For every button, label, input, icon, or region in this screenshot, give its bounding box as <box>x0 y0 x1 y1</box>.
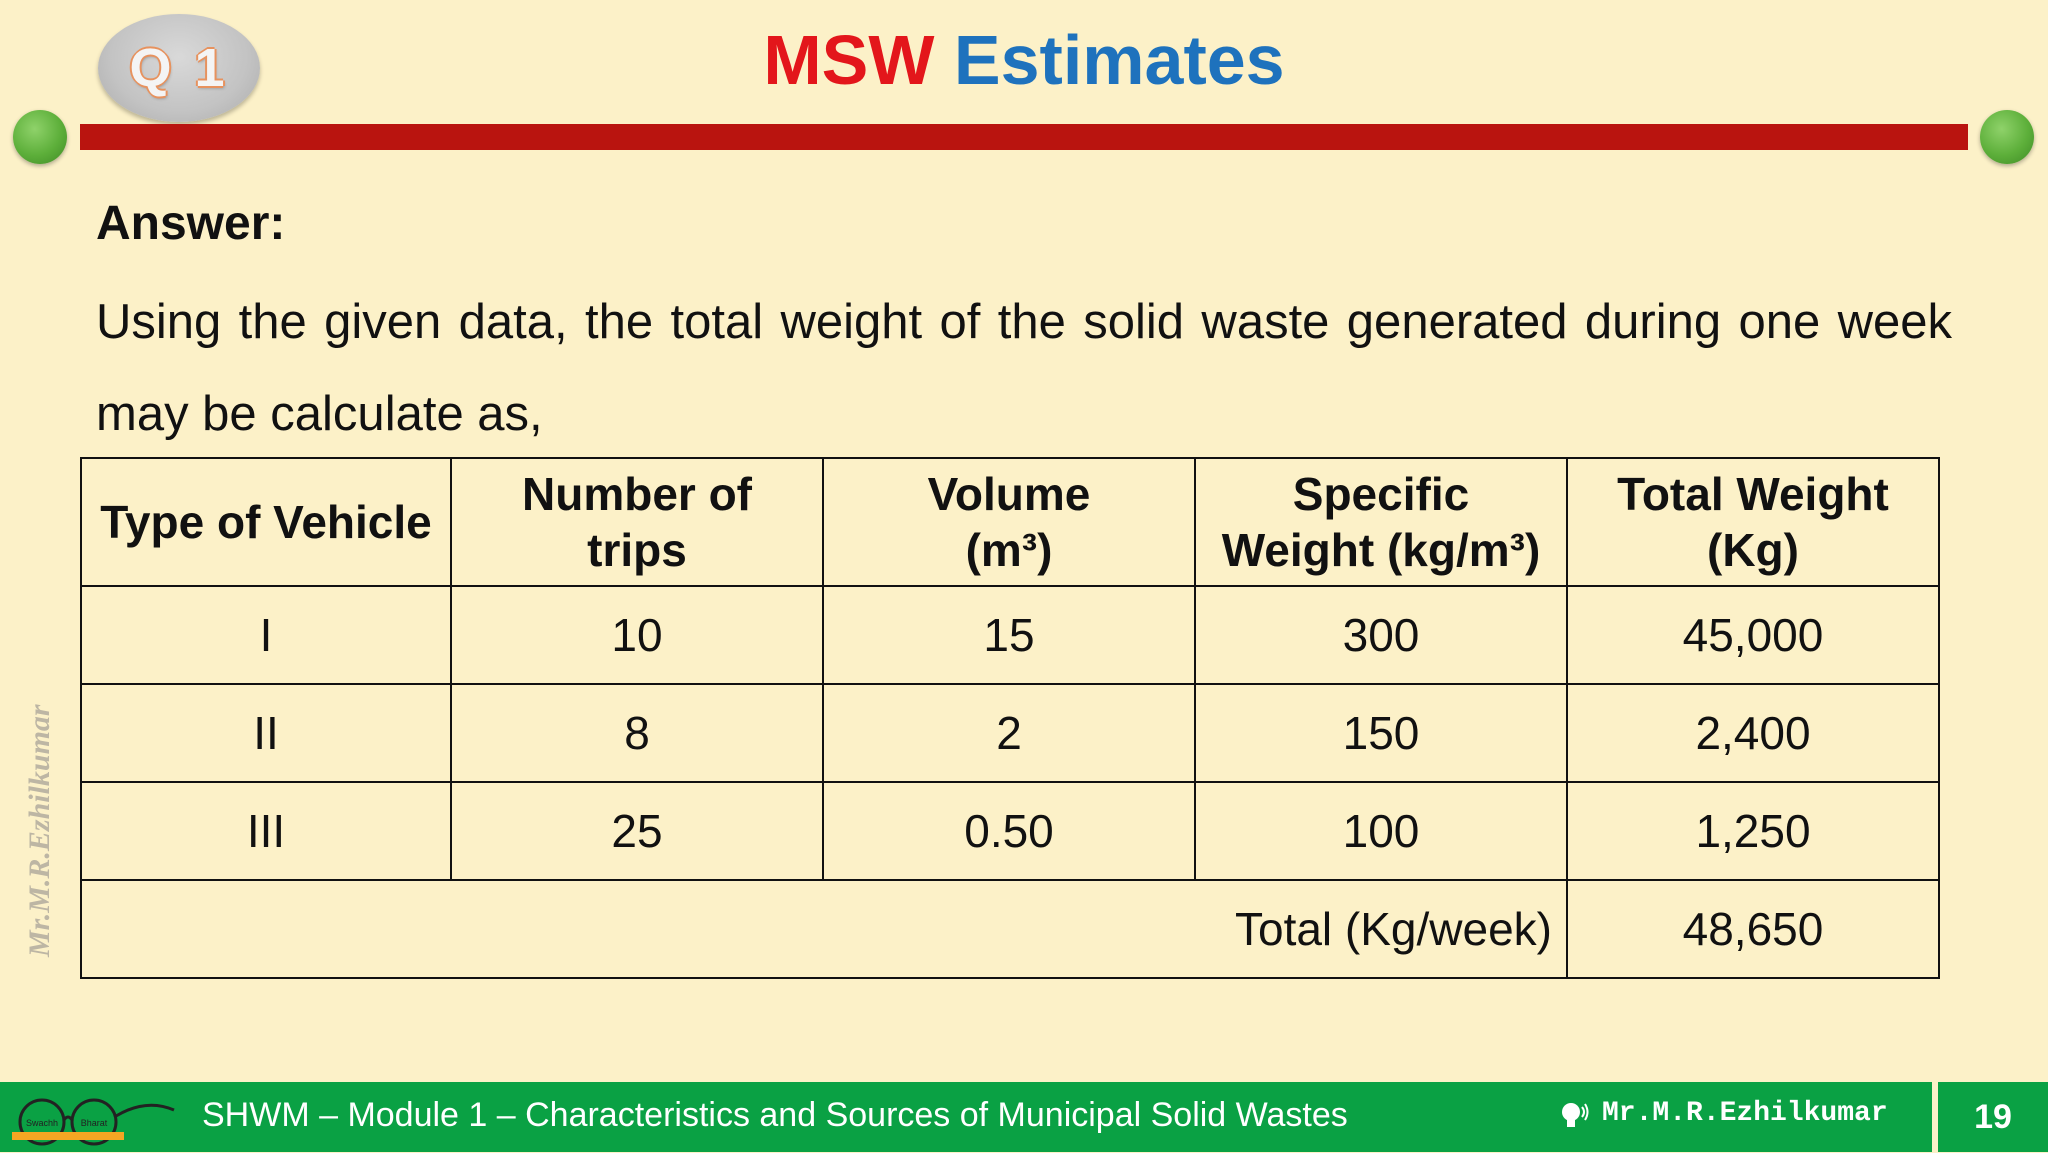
cell-vehicle: I <box>80 585 452 685</box>
cell-trips: 8 <box>450 683 824 783</box>
footer-course-title: SHWM – Module 1 – Characteristics and So… <box>202 1096 1348 1134</box>
speaker-head-icon <box>1562 1102 1589 1127</box>
cell-specific-weight: 100 <box>1194 781 1568 881</box>
question-badge: Q 1 <box>98 14 260 122</box>
header-vehicle-type: Type of Vehicle <box>80 457 452 587</box>
cell-total-weight: 2,400 <box>1566 683 1940 783</box>
table-row: II 8 2 150 2,400 <box>80 683 1940 783</box>
footer-author: Mr.M.R.Ezhilkumar <box>1560 1098 1888 1129</box>
title-part-msw: MSW <box>763 21 935 99</box>
msw-table: Type of Vehicle Number of trips Volume (m³… <box>80 457 1940 979</box>
total-value: 48,650 <box>1566 879 1940 979</box>
table-row: I 10 15 300 45,000 <box>80 585 1940 685</box>
footer-bar: Swachh Bharat SHWM – Module 1 – Characte… <box>0 1082 2048 1152</box>
header-trips: Number of trips <box>450 457 824 587</box>
green-dot-left-icon <box>13 110 67 164</box>
page-number: 19 <box>1974 1097 2012 1136</box>
cell-specific-weight: 150 <box>1194 683 1568 783</box>
logo-text-right: Bharat <box>81 1118 108 1128</box>
swachh-bharat-logo: Swachh Bharat <box>6 1088 176 1148</box>
cell-total-weight: 45,000 <box>1566 585 1940 685</box>
footer-author-name: Mr.M.R.Ezhilkumar <box>1602 1098 1888 1129</box>
footer-divider <box>1932 1082 1938 1152</box>
table-header-row: Type of Vehicle Number of trips Volume (m³… <box>80 457 1940 587</box>
cell-vehicle: III <box>80 781 452 881</box>
cell-trips: 25 <box>450 781 824 881</box>
cell-vehicle: II <box>80 683 452 783</box>
total-label: Total (Kg/week) <box>80 879 1568 979</box>
header-total-weight: Total Weight (Kg) <box>1566 457 1940 587</box>
title-divider-bar <box>80 124 1968 150</box>
header-specific-weight: Specific Weight (kg/m³) <box>1194 457 1568 587</box>
author-watermark: Mr.M.R.Ezhilkumar <box>23 704 56 957</box>
table-row: III 25 0.50 100 1,250 <box>80 781 1940 881</box>
cell-total-weight: 1,250 <box>1566 781 1940 881</box>
question-badge-label: Q 1 <box>129 38 229 98</box>
title-part-estimates: Estimates <box>953 21 1285 99</box>
cell-specific-weight: 300 <box>1194 585 1568 685</box>
answer-paragraph: Using the given data, the total weight o… <box>96 295 1952 441</box>
cell-volume: 2 <box>822 683 1196 783</box>
cell-volume: 15 <box>822 585 1196 685</box>
table-total-row: Total (Kg/week) 48,650 <box>80 879 1940 979</box>
green-dot-right-icon <box>1980 110 2034 164</box>
header-volume: Volume (m³) <box>822 457 1196 587</box>
cell-trips: 10 <box>450 585 824 685</box>
cell-volume: 0.50 <box>822 781 1196 881</box>
page-title: MSW Estimates <box>0 20 2048 100</box>
logo-text-left: Swachh <box>26 1118 58 1128</box>
answer-heading: Answer: <box>96 197 286 250</box>
